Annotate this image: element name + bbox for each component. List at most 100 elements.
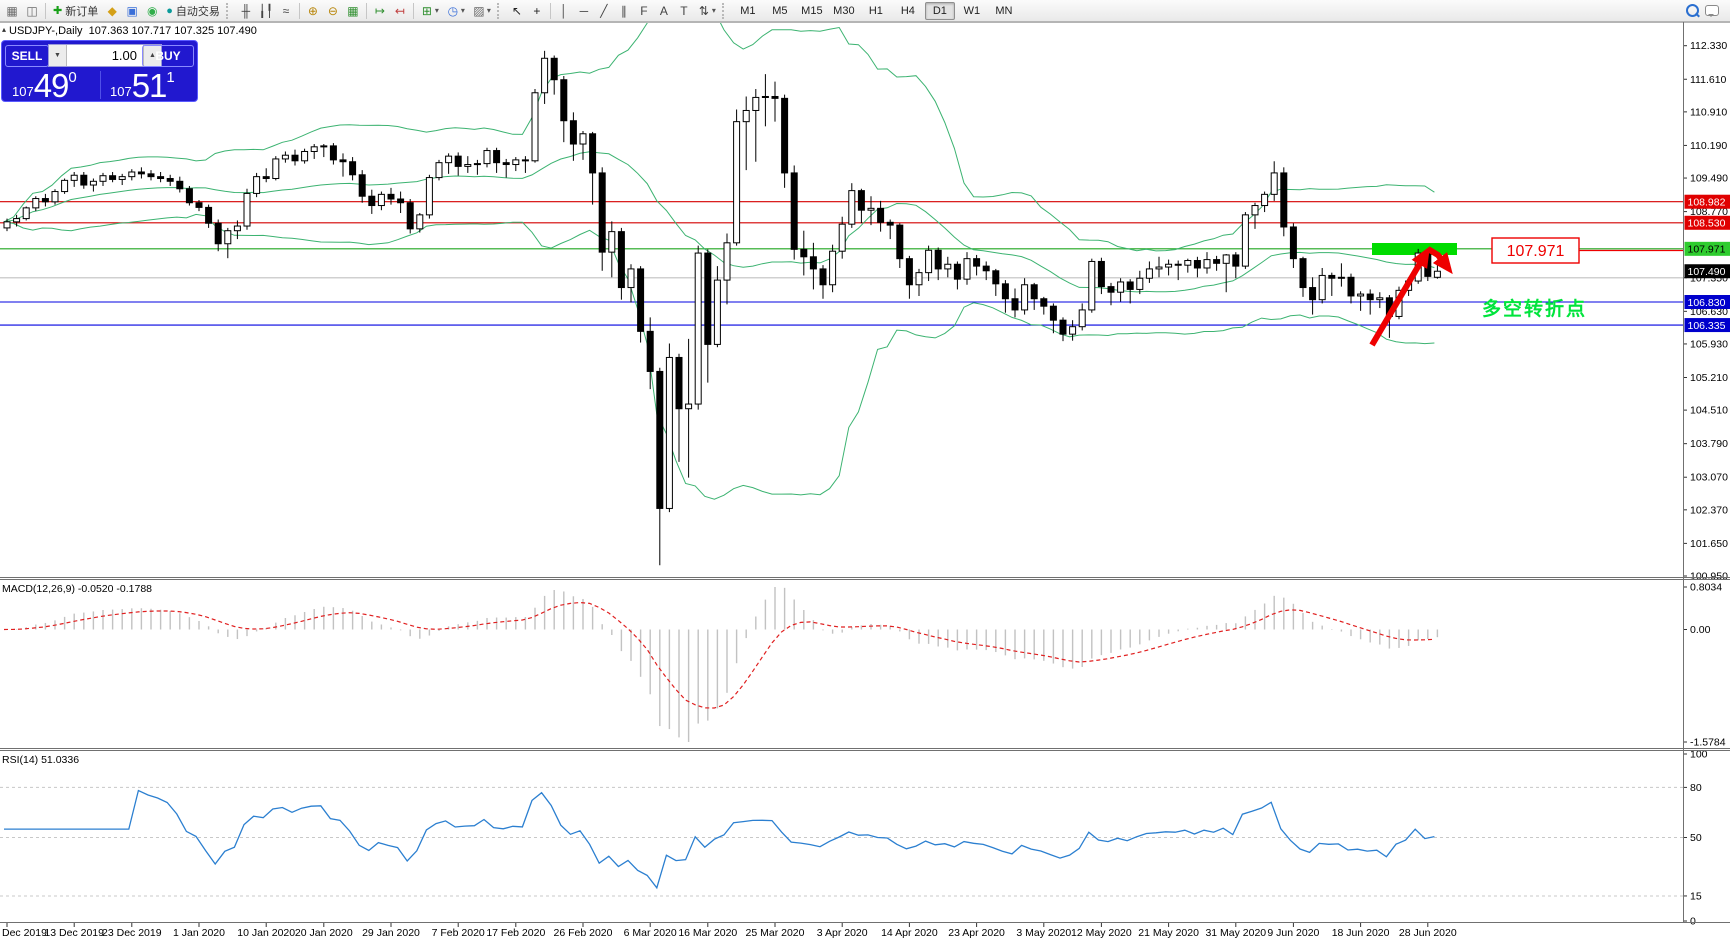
svg-text:3 May 2020: 3 May 2020 <box>1016 927 1071 939</box>
svg-text:23 Apr 2020: 23 Apr 2020 <box>948 927 1005 939</box>
indicators-add-icon[interactable]: ⊞ <box>421 3 432 18</box>
toolbar-separator <box>45 2 46 19</box>
candlesticks <box>3 50 1441 566</box>
candlestick-mode-icon[interactable]: ╽╿ <box>258 3 274 18</box>
trendline-icon[interactable]: ╱ <box>600 3 608 18</box>
turning-point-note: 多空转折点 <box>1482 297 1587 320</box>
svg-text:13 Dec 2019: 13 Dec 2019 <box>44 927 104 939</box>
chat-icon[interactable] <box>1702 2 1722 20</box>
dropdown-arrow-icon[interactable]: ▾ <box>460 6 465 15</box>
svg-text:107.971: 107.971 <box>1688 244 1726 256</box>
toolbar-separator <box>412 2 414 19</box>
periods-clock-icon[interactable]: ◷ <box>447 3 459 18</box>
cursor-icon[interactable]: ↖ <box>511 3 522 18</box>
svg-text:26 Feb 2020: 26 Feb 2020 <box>554 927 613 939</box>
vertical-line-icon[interactable]: │ <box>560 3 568 18</box>
timeframe-button-m30[interactable]: M30 <box>833 4 855 17</box>
zoom-in-icon[interactable]: ⊕ <box>307 3 318 18</box>
svg-text:20 Jan 2020: 20 Jan 2020 <box>295 927 353 939</box>
search-icon[interactable] <box>1682 2 1702 20</box>
fibonacci-icon[interactable]: F <box>640 3 648 18</box>
pane-borders <box>0 22 1730 923</box>
sell-button[interactable]: SELL <box>5 45 49 67</box>
tile-windows-icon[interactable]: ▦ <box>347 3 359 18</box>
svg-text:80: 80 <box>1690 782 1702 794</box>
volume-increase-button[interactable]: ▲ <box>143 45 161 66</box>
dropdown-arrow-icon[interactable]: ▾ <box>711 6 716 15</box>
metaeditor-icon[interactable]: ◆ <box>107 3 117 18</box>
svg-text:111.610: 111.610 <box>1690 74 1727 86</box>
volume-decrease-button[interactable]: ▼ <box>49 45 67 66</box>
svg-text:109.490: 109.490 <box>1690 173 1728 185</box>
svg-text:104.510: 104.510 <box>1690 405 1728 417</box>
timeframe-button-m1[interactable]: M1 <box>740 4 756 17</box>
timeframe-button-m5[interactable]: M5 <box>772 4 788 17</box>
new-order-button[interactable]: ✚ 新订单 <box>49 2 102 20</box>
chart-title-marker-icon: ▴ <box>2 25 7 34</box>
timeframe-button-w1[interactable]: W1 <box>963 4 981 17</box>
svg-text:31 May 2020: 31 May 2020 <box>1205 927 1266 939</box>
svg-text:6 Mar 2020: 6 Mar 2020 <box>624 927 677 939</box>
sell-price-point: 0 <box>68 69 77 86</box>
svg-text:100: 100 <box>1690 749 1708 761</box>
zoom-out-icon[interactable]: ⊖ <box>327 3 338 18</box>
trend-arrows <box>1369 246 1453 347</box>
svg-text:1 Jan 2020: 1 Jan 2020 <box>173 927 225 939</box>
buy-price-point: 1 <box>166 69 175 86</box>
charts-window-icon[interactable]: ▦ <box>6 3 18 18</box>
svg-text:18 Jun 2020: 18 Jun 2020 <box>1332 927 1390 939</box>
svg-text:-1.5784: -1.5784 <box>1690 737 1726 749</box>
svg-text:0.8034: 0.8034 <box>1690 582 1722 594</box>
buy-quote: 107 51 1 <box>110 68 175 102</box>
dropdown-arrow-icon[interactable]: ▾ <box>486 6 491 15</box>
crosshair-icon[interactable]: + <box>533 3 541 18</box>
svg-text:101.650: 101.650 <box>1690 538 1728 550</box>
line-chart-mode-icon[interactable]: ≈ <box>282 3 290 18</box>
toolbar-separator <box>549 2 551 19</box>
horizontal-line-icon[interactable]: ─ <box>579 3 589 18</box>
svg-text:108.530: 108.530 <box>1688 218 1726 230</box>
text-icon[interactable]: A <box>659 3 668 18</box>
timeframe-button-m15[interactable]: M15 <box>801 4 823 17</box>
dropdown-arrow-icon[interactable]: ▾ <box>434 6 439 15</box>
bollinger-bands <box>3 23 1435 500</box>
autotrading-button[interactable]: ● 自动交易 <box>162 2 224 20</box>
auto-scroll-icon[interactable]: ↦ <box>374 3 385 18</box>
svg-text:10 Jan 2020: 10 Jan 2020 <box>237 927 295 939</box>
timeframe-button-d1[interactable]: D1 <box>924 1 955 20</box>
svg-text:MACD(12,26,9) -0.0520 -0.1788: MACD(12,26,9) -0.0520 -0.1788 <box>2 583 152 595</box>
timeframe-button-mn[interactable]: MN <box>995 4 1013 17</box>
toolbar-grip <box>496 2 503 19</box>
svg-text:多空转折点: 多空转折点 <box>1482 297 1587 320</box>
autotrading-icon: ● <box>166 4 173 17</box>
svg-text:21 May 2020: 21 May 2020 <box>1138 927 1199 939</box>
price-callout: 107.971 <box>1491 237 1683 264</box>
rsi-pane: RSI(14) 51.0336 100 80 50 15 0 <box>0 749 1708 928</box>
volume-input[interactable] <box>67 45 143 66</box>
templates-icon[interactable]: ▨ <box>473 3 485 18</box>
buy-button[interactable]: BUY <box>142 45 194 67</box>
svg-text:107.971: 107.971 <box>1507 243 1565 260</box>
text-label-icon[interactable]: T <box>680 3 688 18</box>
bar-chart-mode-icon[interactable]: ╫ <box>241 3 251 18</box>
svg-text:50: 50 <box>1690 832 1702 844</box>
svg-text:108.770: 108.770 <box>1690 206 1728 218</box>
arrows-icon[interactable]: ⇅ <box>698 3 709 18</box>
signals-icon[interactable]: ◉ <box>146 3 158 18</box>
strategy-tester-icon[interactable]: ▣ <box>126 3 138 18</box>
buy-price-integer: 107 <box>110 84 132 99</box>
timeframe-button-h4[interactable]: H4 <box>900 4 915 17</box>
timeframe-button-h1[interactable]: H1 <box>868 4 883 17</box>
print-preview-icon[interactable]: ◫ <box>26 3 38 18</box>
timeframe-bar: M1 M5 M15 M30 H1 H4 D1 W1 MN <box>732 1 1020 20</box>
svg-text:29 Jan 2020: 29 Jan 2020 <box>362 927 420 939</box>
svg-text:RSI(14) 51.0336: RSI(14) 51.0336 <box>2 754 79 766</box>
autotrading-button-label: 自动交易 <box>175 5 220 18</box>
chart-shift-icon[interactable]: ↤ <box>394 3 405 18</box>
channel-icon[interactable]: ∥ <box>620 3 627 18</box>
svg-text:110.910: 110.910 <box>1690 106 1727 118</box>
new-order-button-label: 新订单 <box>65 5 99 18</box>
svg-text:15: 15 <box>1690 890 1702 902</box>
